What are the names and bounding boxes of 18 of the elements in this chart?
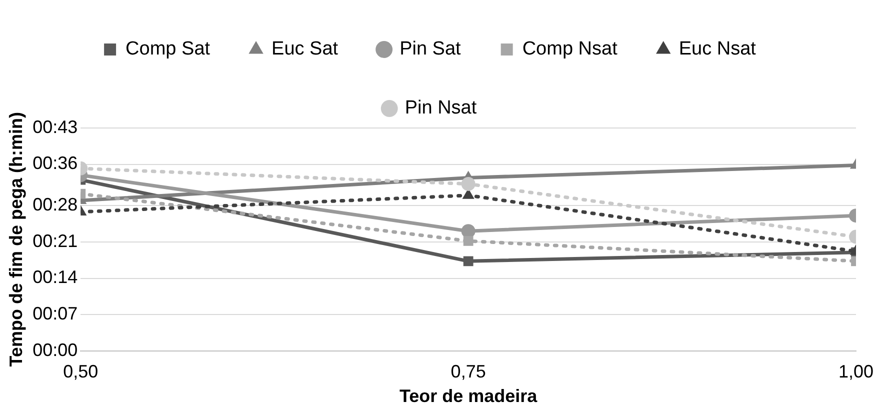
legend-label: Pin Nsat <box>404 98 478 119</box>
y-tick-label: 00:28 <box>32 194 78 215</box>
y-tick-label: 00:43 <box>32 116 78 137</box>
x-tick-label: 1,00 <box>838 362 874 382</box>
y-axis-title: Tempo de fim de pega (h:min) <box>6 112 26 367</box>
x-tick-label: 0,75 <box>450 362 486 382</box>
legend-label: Comp Sat <box>126 38 211 60</box>
x-axis-title: Teor de madeira <box>399 386 538 406</box>
legend-label: Pin Sat <box>400 38 462 60</box>
x-tick-label: 0,50 <box>63 362 98 382</box>
legend-label: Comp Nsat <box>522 38 618 60</box>
y-tick-label: 00:21 <box>32 230 78 251</box>
y-tick-label: 00:14 <box>32 267 78 288</box>
legend-label: Euc Nsat <box>678 38 757 60</box>
y-tick-label: 00:00 <box>32 340 78 360</box>
y-tick-label: 00:36 <box>32 153 78 174</box>
y-tick-label: 00:07 <box>32 304 78 324</box>
legend-label: Euc Sat <box>272 38 339 60</box>
